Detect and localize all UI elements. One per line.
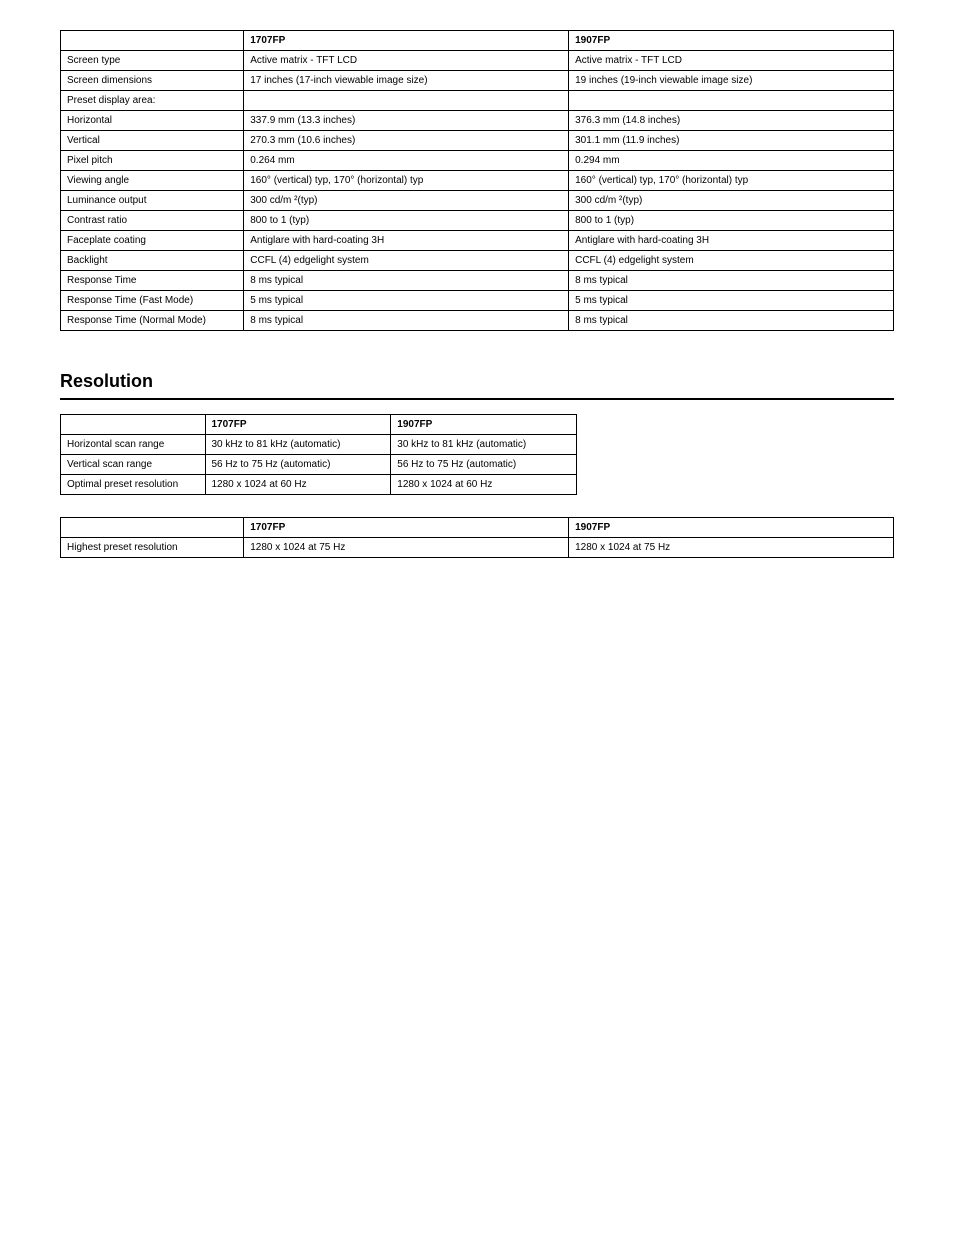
cell: Optimal preset resolution bbox=[61, 475, 206, 495]
cell: 300 cd/m ²(typ) bbox=[244, 191, 569, 211]
table-row: Screen dimensions 17 inches (17-inch vie… bbox=[61, 71, 894, 91]
col-1707fp-label: 1707FP bbox=[212, 419, 247, 430]
cell: 300 cd/m ²(typ) bbox=[569, 191, 894, 211]
cell: 160° (vertical) typ, 170° (horizontal) t… bbox=[569, 171, 894, 191]
cell: CCFL (4) edgelight system bbox=[569, 251, 894, 271]
cell: 0.294 mm bbox=[569, 151, 894, 171]
table-row: Vertical 270.3 mm (10.6 inches) 301.1 mm… bbox=[61, 131, 894, 151]
cell: 19 inches (19-inch viewable image size) bbox=[569, 71, 894, 91]
cell bbox=[569, 91, 894, 111]
table-row: Optimal preset resolution 1280 x 1024 at… bbox=[61, 475, 577, 495]
cell: Response Time (Fast Mode) bbox=[61, 291, 244, 311]
specs-table: 1707FP 1907FP Screen type Active matrix … bbox=[60, 30, 894, 331]
col-1907fp: 1907FP bbox=[569, 31, 894, 51]
cell bbox=[244, 91, 569, 111]
col-1907fp-label: 1907FP bbox=[397, 419, 432, 430]
table-row: Faceplate coating Antiglare with hard-co… bbox=[61, 231, 894, 251]
col-1907fp-label: 1907FP bbox=[575, 35, 610, 46]
cell: Antiglare with hard-coating 3H bbox=[569, 231, 894, 251]
cell: 56 Hz to 75 Hz (automatic) bbox=[391, 455, 577, 475]
table-row: Response Time (Normal Mode) 8 ms typical… bbox=[61, 311, 894, 331]
cell: 0.264 mm bbox=[244, 151, 569, 171]
cell: 800 to 1 (typ) bbox=[244, 211, 569, 231]
section-divider bbox=[60, 398, 894, 400]
cell: 17 inches (17-inch viewable image size) bbox=[244, 71, 569, 91]
col-1907fp: 1907FP bbox=[391, 415, 577, 435]
resolution-heading: Resolution bbox=[60, 371, 894, 392]
cell: 30 kHz to 81 kHz (automatic) bbox=[205, 435, 391, 455]
cell: Vertical bbox=[61, 131, 244, 151]
col-1707fp: 1707FP bbox=[244, 31, 569, 51]
table-row: Backlight CCFL (4) edgelight system CCFL… bbox=[61, 251, 894, 271]
cell: 800 to 1 (typ) bbox=[569, 211, 894, 231]
table-row: Viewing angle 160° (vertical) typ, 170° … bbox=[61, 171, 894, 191]
table-row: Preset display area: bbox=[61, 91, 894, 111]
cell: 8 ms typical bbox=[569, 311, 894, 331]
table-row: Vertical scan range 56 Hz to 75 Hz (auto… bbox=[61, 455, 577, 475]
cell: Viewing angle bbox=[61, 171, 244, 191]
cell: Response Time bbox=[61, 271, 244, 291]
table-row: Contrast ratio 800 to 1 (typ) 800 to 1 (… bbox=[61, 211, 894, 231]
page-root: 1707FP 1907FP Screen type Active matrix … bbox=[0, 0, 954, 618]
table-row: Horizontal 337.9 mm (13.3 inches) 376.3 … bbox=[61, 111, 894, 131]
cell: 1280 x 1024 at 75 Hz bbox=[569, 538, 894, 558]
table-row: Pixel pitch 0.264 mm 0.294 mm bbox=[61, 151, 894, 171]
cell: 8 ms typical bbox=[569, 271, 894, 291]
cell: Screen type bbox=[61, 51, 244, 71]
cell: Horizontal bbox=[61, 111, 244, 131]
resolution-table: 1707FP 1907FP Horizontal scan range 30 k… bbox=[60, 414, 577, 495]
cell: 5 ms typical bbox=[244, 291, 569, 311]
cell: Backlight bbox=[61, 251, 244, 271]
table-row: Response Time (Fast Mode) 5 ms typical 5… bbox=[61, 291, 894, 311]
cell: Active matrix - TFT LCD bbox=[244, 51, 569, 71]
cell: Contrast ratio bbox=[61, 211, 244, 231]
cell: Luminance output bbox=[61, 191, 244, 211]
cell: 301.1 mm (11.9 inches) bbox=[569, 131, 894, 151]
table-row: Horizontal scan range 30 kHz to 81 kHz (… bbox=[61, 435, 577, 455]
cell: Antiglare with hard-coating 3H bbox=[244, 231, 569, 251]
cell: 8 ms typical bbox=[244, 271, 569, 291]
cell: Screen dimensions bbox=[61, 71, 244, 91]
cell: Response Time (Normal Mode) bbox=[61, 311, 244, 331]
cell: 5 ms typical bbox=[569, 291, 894, 311]
preset-table: 1707FP 1907FP Highest preset resolution … bbox=[60, 517, 894, 558]
col-1907fp-label: 1907FP bbox=[575, 522, 610, 533]
col-1707fp: 1707FP bbox=[244, 518, 569, 538]
cell: 1280 x 1024 at 75 Hz bbox=[244, 538, 569, 558]
cell: 8 ms typical bbox=[244, 311, 569, 331]
col-1707fp: 1707FP bbox=[205, 415, 391, 435]
cell: Pixel pitch bbox=[61, 151, 244, 171]
table-row: Response Time 8 ms typical 8 ms typical bbox=[61, 271, 894, 291]
col-1707fp-label: 1707FP bbox=[250, 522, 285, 533]
cell: 1280 x 1024 at 60 Hz bbox=[391, 475, 577, 495]
col-blank bbox=[61, 518, 244, 538]
cell: 56 Hz to 75 Hz (automatic) bbox=[205, 455, 391, 475]
cell: CCFL (4) edgelight system bbox=[244, 251, 569, 271]
cell: Horizontal scan range bbox=[61, 435, 206, 455]
cell: 270.3 mm (10.6 inches) bbox=[244, 131, 569, 151]
col-1707fp-label: 1707FP bbox=[250, 35, 285, 46]
spacer bbox=[60, 495, 894, 517]
cell: Active matrix - TFT LCD bbox=[569, 51, 894, 71]
cell: Faceplate coating bbox=[61, 231, 244, 251]
cell: 160° (vertical) typ, 170° (horizontal) t… bbox=[244, 171, 569, 191]
cell: 337.9 mm (13.3 inches) bbox=[244, 111, 569, 131]
cell: 30 kHz to 81 kHz (automatic) bbox=[391, 435, 577, 455]
col-blank bbox=[61, 415, 206, 435]
table-row: Screen type Active matrix - TFT LCD Acti… bbox=[61, 51, 894, 71]
cell: 376.3 mm (14.8 inches) bbox=[569, 111, 894, 131]
cell: Highest preset resolution bbox=[61, 538, 244, 558]
cell: Preset display area: bbox=[61, 91, 244, 111]
table-row: Highest preset resolution 1280 x 1024 at… bbox=[61, 538, 894, 558]
cell: 1280 x 1024 at 60 Hz bbox=[205, 475, 391, 495]
col-1907fp: 1907FP bbox=[569, 518, 894, 538]
col-blank bbox=[61, 31, 244, 51]
cell: Vertical scan range bbox=[61, 455, 206, 475]
table-row: Luminance output 300 cd/m ²(typ) 300 cd/… bbox=[61, 191, 894, 211]
